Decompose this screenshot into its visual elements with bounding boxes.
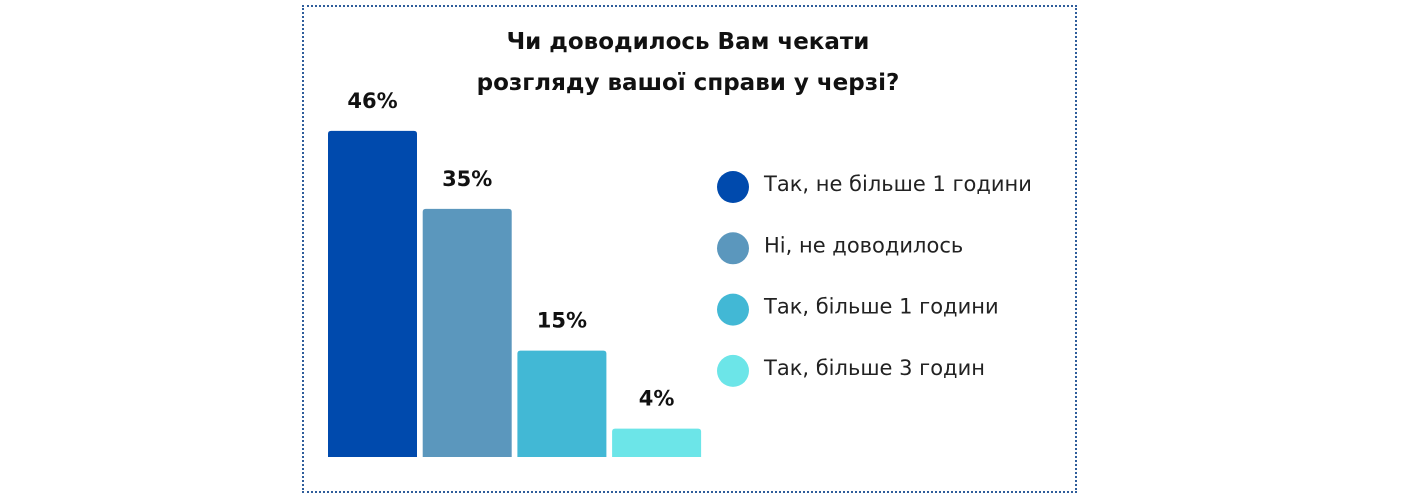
legend-label: Ні, не доводилось	[764, 233, 963, 257]
legend-marker	[717, 232, 749, 265]
legend-label: Так, більше 3 годин	[763, 356, 985, 380]
bar	[328, 130, 417, 458]
data-label: 15%	[537, 309, 587, 333]
legend-label: Так, більше 1 години	[763, 295, 999, 319]
bar	[422, 208, 512, 457]
legend-label: Так, не більше 1 години	[763, 172, 1032, 196]
legend-marker	[717, 293, 749, 326]
data-label: 46%	[347, 89, 397, 113]
data-label: 35%	[442, 167, 492, 191]
chart-title: Чи доводилось Вам чекати розгляду вашої …	[476, 29, 900, 96]
data-label: 4%	[639, 387, 675, 411]
bar	[612, 428, 702, 457]
legend-marker	[717, 171, 749, 203]
chart-frame	[302, 5, 1077, 493]
legend-marker	[717, 354, 749, 387]
bar	[517, 350, 607, 457]
